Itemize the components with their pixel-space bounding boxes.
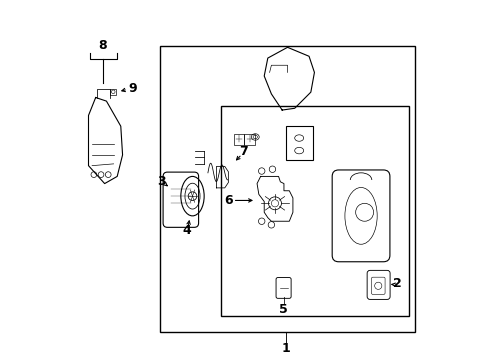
Bar	[221, 107, 408, 316]
Text: 6: 6	[224, 194, 233, 207]
Bar	[110, 89, 116, 95]
Text: 3: 3	[157, 175, 165, 188]
Text: 5: 5	[279, 303, 287, 316]
Text: 9: 9	[128, 82, 136, 95]
Text: 2: 2	[392, 278, 401, 291]
Text: 1: 1	[281, 342, 289, 355]
Bar	[233, 134, 244, 145]
Text: 4: 4	[182, 224, 190, 238]
Bar	[285, 126, 312, 160]
Bar	[160, 45, 414, 332]
Bar	[244, 134, 255, 145]
Text: 7: 7	[239, 145, 247, 158]
Text: 8: 8	[99, 39, 107, 52]
